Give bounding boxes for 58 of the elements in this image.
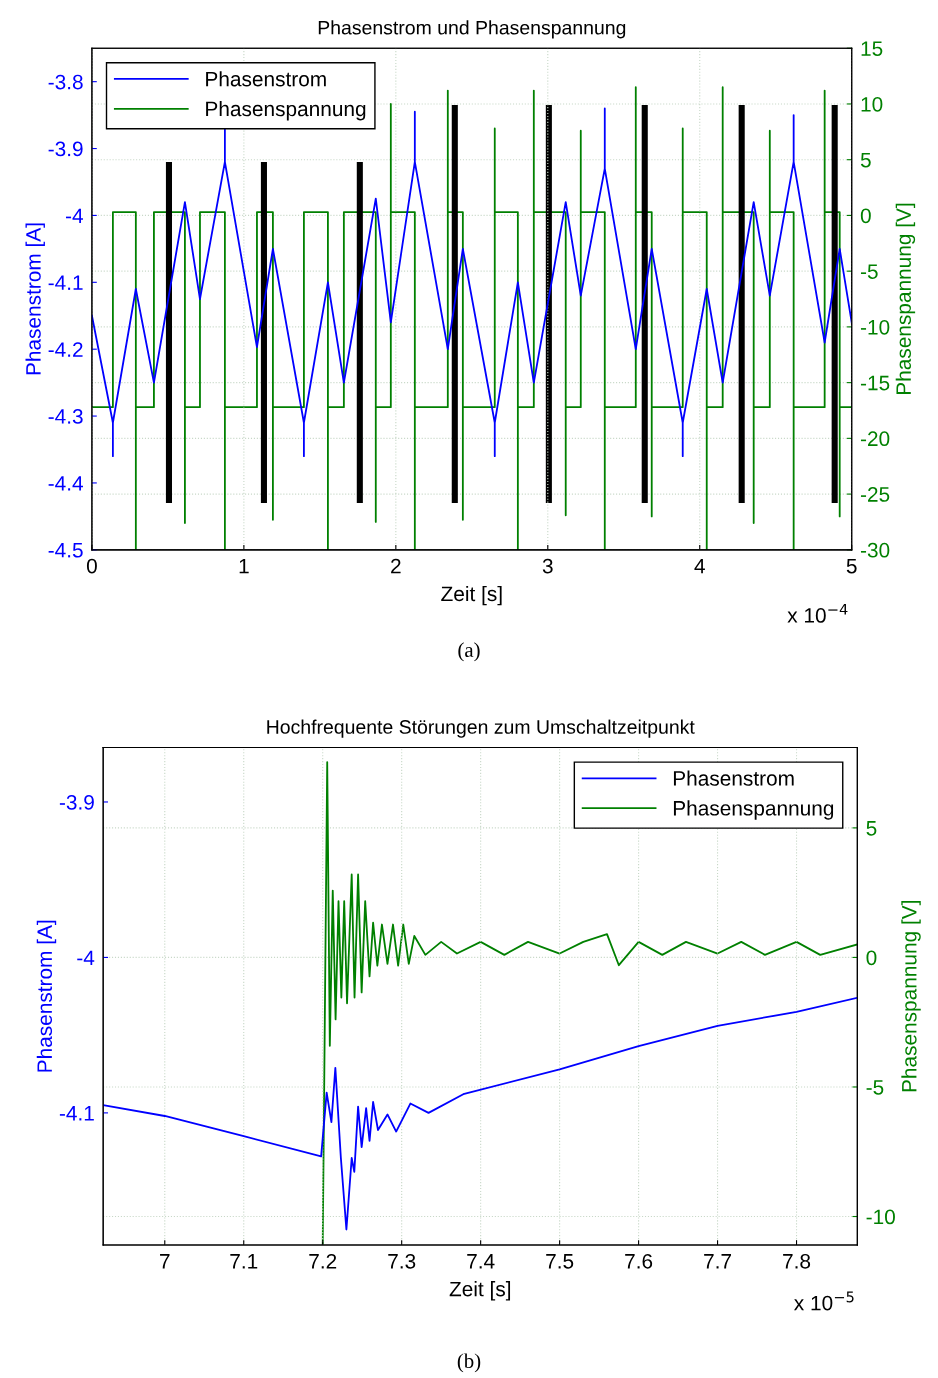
y2-tick-label: 0 — [860, 208, 871, 224]
y-tick-label: -3.9 — [59, 794, 94, 810]
y2-tick-label: -5 — [860, 264, 878, 279]
y2-tick-label: 0 — [866, 950, 877, 966]
y-tick-label: -4 — [77, 950, 95, 965]
y-tick-label: -4.4 — [48, 476, 83, 491]
x-axis-title: Zeit [s] — [441, 585, 502, 606]
y-tick-label: -3.9 — [48, 141, 83, 157]
legend-label: Phasenstrom — [206, 71, 326, 87]
x-tick-label: 5 — [846, 558, 857, 574]
y-tick-label: -4.3 — [48, 409, 83, 424]
y2-axis-title: Phasenspannung [V] — [895, 203, 916, 395]
y2-tick-label: -25 — [860, 487, 890, 502]
y2-tick-label: -15 — [860, 375, 890, 391]
text: x 10$^{−4}$ — [787, 603, 848, 623]
x-tick-label: 3 — [542, 558, 553, 574]
y2-tick-label: -10 — [860, 319, 890, 335]
chart-title: Hochfrequente Störungen zum Umschaltzeitpunkt — [267, 719, 695, 738]
text: x 10$^{−5}$ — [794, 1291, 854, 1311]
line-series — [321, 761, 858, 1246]
x-tick-label: 2 — [391, 558, 401, 574]
y-tick-label: -4.1 — [48, 275, 83, 290]
y-tick-label: -4.2 — [48, 342, 83, 357]
y2-tick-label: -5 — [866, 1080, 884, 1095]
y2-tick-label: 10 — [861, 96, 883, 112]
y2-tick-label: -30 — [860, 542, 890, 558]
y2-tick-label: 5 — [866, 821, 877, 836]
x-tick-label: 7.8 — [783, 1253, 811, 1269]
y2-tick-label: 15 — [861, 41, 883, 56]
y2-tick-label: 5 — [860, 152, 871, 168]
x-tick-label: 7.3 — [388, 1253, 416, 1269]
x-tick-label: 1 — [239, 558, 249, 574]
line-series — [103, 996, 858, 1231]
x-tick-label: 7.6 — [625, 1253, 653, 1269]
y-tick-label: -4 — [65, 208, 83, 223]
y-tick-label: -4.5 — [48, 543, 83, 558]
text: (b) — [457, 1353, 481, 1373]
x-tick-label: 4 — [694, 558, 705, 574]
y-axis-title: Phasenstrom [A] — [36, 920, 57, 1072]
x-tick-label: 7.1 — [230, 1254, 258, 1269]
y-tick-label: -3.8 — [48, 74, 83, 90]
y2-tick-label: -10 — [866, 1209, 895, 1225]
x-tick-label: 7.4 — [467, 1254, 495, 1269]
legend-label: Phasenspannung — [673, 800, 834, 820]
x-tick-label: 7.5 — [546, 1254, 574, 1269]
x-tick-label: 0 — [86, 558, 97, 574]
text: (a) — [458, 642, 480, 662]
y2-tick-label: -20 — [860, 431, 890, 447]
legend-label: Phasenstrom — [673, 770, 794, 786]
x-tick-label: 7.7 — [704, 1254, 731, 1269]
x-tick-label: 7.2 — [309, 1253, 337, 1269]
x-axis-title: Zeit [s] — [449, 1281, 511, 1301]
y-tick-label: -4.1 — [59, 1106, 94, 1121]
y2-axis-title: Phasenspannung [V] — [901, 901, 921, 1092]
y-axis-title: Phasenstrom [A] — [25, 223, 45, 375]
legend-label: Phasenspannung — [206, 100, 366, 121]
x-tick-label: 7 — [160, 1254, 170, 1269]
chart-title: Phasenstrom und Phasenspannung — [318, 20, 626, 39]
